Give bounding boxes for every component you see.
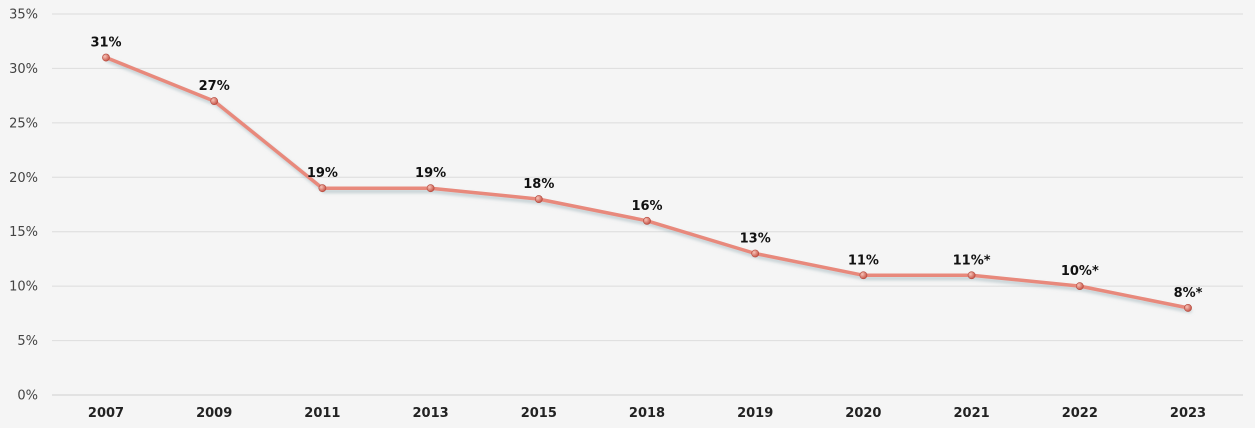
data-point [643, 216, 651, 225]
x-tick-label: 2015 [521, 406, 557, 421]
x-tick-label: 2018 [629, 406, 665, 421]
y-tick-label: 15% [9, 225, 38, 240]
data-point [859, 271, 868, 280]
data-points [102, 53, 1192, 312]
x-tick-label: 2021 [954, 406, 990, 421]
data-point [1075, 282, 1084, 291]
x-tick-label: 2007 [88, 406, 124, 421]
data-label: 16% [631, 199, 662, 214]
gridlines [52, 13, 1243, 396]
y-axis-tick-labels: 0% 5% 10% 15% 20% 25% 30% 35% [9, 8, 38, 404]
x-tick-label: 2019 [737, 406, 773, 421]
data-label: 11%* [953, 253, 991, 268]
y-tick-label: 5% [17, 334, 38, 349]
y-tick-label: 25% [9, 116, 38, 131]
data-point [426, 184, 435, 193]
y-tick-label: 20% [9, 171, 38, 186]
x-tick-label: 2022 [1062, 406, 1098, 421]
data-point [318, 184, 327, 193]
data-label: 31% [90, 36, 121, 51]
y-tick-label: 30% [9, 62, 38, 77]
series-line [104, 55, 1190, 310]
data-label: 11% [848, 253, 879, 268]
x-axis-tick-labels: 2007 2009 2011 2013 2015 2018 2019 2020 2021 2022… [88, 406, 1206, 421]
x-tick-label: 2013 [413, 406, 449, 421]
x-tick-label: 2009 [196, 406, 232, 421]
data-label: 19% [307, 166, 338, 181]
data-label: 13% [740, 231, 771, 246]
data-point [102, 53, 110, 62]
x-tick-label: 2020 [845, 406, 881, 421]
x-tick-label: 2023 [1170, 406, 1206, 421]
data-label: 27% [199, 79, 230, 94]
data-point [1184, 304, 1192, 312]
x-tick-label: 2011 [304, 406, 340, 421]
data-point [967, 271, 976, 280]
data-label: 19% [415, 166, 446, 181]
y-tick-label: 35% [9, 8, 38, 23]
series-line-group [104, 55, 1190, 310]
data-labels: 31% 27% 19% 19% 18% 16% 13% 11% 11%* 10%* 8%* [90, 36, 1202, 301]
data-point [751, 249, 760, 258]
y-tick-label: 10% [9, 280, 38, 295]
data-point [210, 97, 219, 105]
data-label: 18% [523, 177, 554, 192]
data-label: 8%* [1174, 286, 1203, 301]
y-tick-label: 0% [17, 389, 38, 404]
data-label: 10%* [1061, 264, 1099, 279]
data-point [534, 195, 543, 203]
